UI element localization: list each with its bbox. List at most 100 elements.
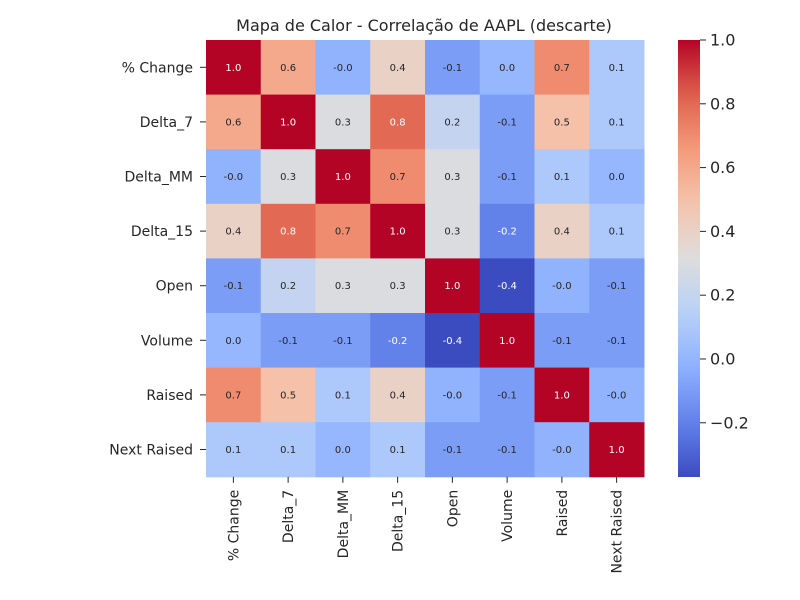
heatmap-cell-r3-c2 [315,203,371,259]
cell-value-label-r2-c2: 1.0 [335,172,351,183]
heatmap-cell-r6-c7 [589,367,645,423]
heatmap-cell-r2-c2 [315,149,371,205]
row-tick-label: % Change [122,60,193,76]
heatmap-cell-r2-c0 [206,149,262,205]
heatmap-cell-r3-c1 [260,203,316,259]
cell-value-label-r6-c7: -0.0 [607,390,627,401]
colorbar-gradient [678,40,700,477]
cell-value-label-r6-c1: 0.5 [280,390,296,401]
cell-value-label-r2-c4: 0.3 [444,172,460,183]
heatmap-cell-r6-c4 [425,367,481,423]
heatmap-cell-r0-c1 [260,40,316,96]
cell-value-label-r5-c3: -0.2 [388,336,408,347]
row-tick-label: Open [156,279,193,295]
cell-value-label-r4-c1: 0.2 [280,281,296,292]
cell-value-label-r1-c6: 0.5 [554,117,570,128]
cell-value-label-r0-c2: -0.0 [333,63,353,74]
row-tick-label: Next Raised [109,443,193,459]
cell-value-label-r2-c7: 0.0 [609,172,625,183]
row-tick-label: Raised [146,388,193,404]
cell-value-label-r7-c6: -0.0 [552,445,572,456]
cell-value-label-r4-c5: -0.4 [497,281,517,292]
row-tick-label: Delta_MM [124,170,193,186]
heatmap-cell-r2-c4 [425,149,481,205]
heatmap-cell-r3-c0 [206,203,262,259]
heatmap-cell-r6-c5 [479,367,535,423]
heatmap-cell-r2-c1 [260,149,316,205]
heatmap-cell-r6-c1 [260,367,316,423]
column-tick-label: Delta_15 [391,490,407,552]
cell-value-label-r6-c6: 1.0 [554,390,570,401]
heatmap-cell-r1-c5 [479,94,535,150]
heatmap-cell-r2-c6 [534,149,590,205]
heatmap-cell-r7-c6 [534,422,590,478]
cell-value-label-r4-c7: -0.1 [607,281,627,292]
heatmap-cell-r4-c4 [425,258,481,314]
cell-value-label-r5-c0: 0.0 [225,336,241,347]
cell-value-label-r7-c5: -0.1 [497,445,517,456]
cell-value-label-r2-c1: 0.3 [280,172,296,183]
column-labels: % Change Delta_7 Delta_MM Delta_15 Open Volum… [226,476,626,574]
cell-value-label-r7-c0: 0.1 [225,445,241,456]
cell-value-label-r1-c2: 0.3 [335,117,351,128]
heatmap-cell-r5-c1 [260,313,316,369]
cell-value-label-r2-c5: -0.1 [497,172,517,183]
colorbar-tick-label: 0.6 [710,158,735,177]
cell-value-label-r4-c3: 0.3 [390,281,406,292]
heatmap-cell-r6-c0 [206,367,262,423]
cell-value-label-r4-c2: 0.3 [335,281,351,292]
cell-value-label-r7-c2: 0.0 [335,445,351,456]
cell-value-label-r5-c2: -0.1 [333,336,353,347]
heatmap-cell-r7-c4 [425,422,481,478]
heatmap-cell-r4-c2 [315,258,371,314]
colorbar-tick-label: 0.4 [710,222,735,241]
cell-value-label-r5-c7: -0.1 [607,336,627,347]
heatmap-cell-r5-c3 [370,313,426,369]
cell-value-label-r4-c0: -0.1 [224,281,244,292]
colorbar-tick-label: 0.0 [710,349,735,368]
heatmap-cells: 1.0 0.6 -0.0 0.4 -0.1 0.0 0.7 0.1 0.6 1.0 0.3 0.8 0.… [206,40,645,478]
heatmap-cell-r5-c4 [425,313,481,369]
cell-value-label-r3-c0: 0.4 [225,227,241,238]
heatmap-cell-r0-c3 [370,40,426,96]
cell-value-label-r5-c5: 1.0 [499,336,515,347]
cell-value-label-r4-c6: -0.0 [552,281,572,292]
heatmap-cell-r7-c2 [315,422,371,478]
heatmap-cell-r5-c6 [534,313,590,369]
heatmap-cell-r7-c5 [479,422,535,478]
cell-value-label-r3-c3: 1.0 [390,227,406,238]
heatmap-cell-r1-c3 [370,94,426,150]
heatmap-cell-r0-c7 [589,40,645,96]
heatmap-cell-r2-c5 [479,149,535,205]
heatmap-cell-r6-c6 [534,367,590,423]
cell-value-label-r3-c7: 0.1 [609,227,625,238]
heatmap-cell-r4-c3 [370,258,426,314]
cell-value-label-r0-c4: -0.1 [443,63,463,74]
heatmap-cell-r3-c4 [425,203,481,259]
heatmap-cell-r1-c4 [425,94,481,150]
cell-value-label-r3-c1: 0.8 [280,227,296,238]
heatmap-cell-r3-c6 [534,203,590,259]
column-tick-label: % Change [226,490,242,561]
cell-value-label-r6-c2: 0.1 [335,390,351,401]
heatmap-cell-r6-c3 [370,367,426,423]
cell-value-label-r1-c7: 0.1 [609,117,625,128]
colorbar-tick-label: 1.0 [710,31,735,50]
heatmap-cell-r3-c5 [479,203,535,259]
cell-value-label-r7-c4: -0.1 [443,445,463,456]
cell-value-label-r2-c0: -0.0 [224,172,244,183]
cell-value-label-r7-c7: 1.0 [609,445,625,456]
cell-value-label-r5-c1: -0.1 [278,336,298,347]
column-tick-label: Delta_7 [281,490,297,543]
heatmap-cell-r4-c6 [534,258,590,314]
row-tick-label: Delta_7 [140,115,193,131]
cell-value-label-r1-c5: -0.1 [497,117,517,128]
cell-value-label-r1-c3: 0.8 [390,117,406,128]
heatmap-cell-r1-c2 [315,94,371,150]
column-tick-label: Raised [555,490,571,537]
colorbar-tick-label: 0.2 [710,286,735,305]
heatmap-cell-r0-c0 [206,40,262,96]
heatmap-cell-r5-c5 [479,313,535,369]
heatmap-cell-r5-c2 [315,313,371,369]
